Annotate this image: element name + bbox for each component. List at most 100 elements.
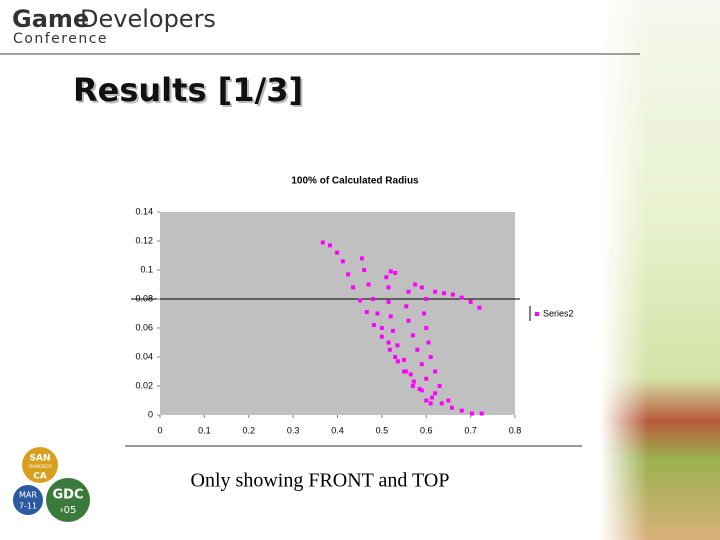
y-tick-label: 0 xyxy=(148,409,153,419)
point xyxy=(371,297,375,301)
point xyxy=(459,408,464,413)
point xyxy=(364,310,369,315)
point xyxy=(351,285,356,290)
point xyxy=(404,304,409,309)
y-tick-label: 0.04 xyxy=(135,351,153,361)
point xyxy=(390,328,395,333)
logo-bold: Game xyxy=(12,5,89,33)
badge-text: 7-11 xyxy=(19,502,37,511)
point xyxy=(393,270,398,275)
badge-circle xyxy=(46,478,90,522)
point xyxy=(386,340,391,345)
point xyxy=(450,292,455,297)
point xyxy=(430,395,435,400)
y-tick-label: 0.14 xyxy=(135,206,153,216)
point xyxy=(362,268,367,272)
point xyxy=(477,305,482,310)
point xyxy=(410,333,415,338)
point xyxy=(408,372,413,377)
point xyxy=(375,311,380,316)
chart-title: 100% of Calculated Radius xyxy=(291,176,419,187)
plot-area xyxy=(160,212,515,415)
point xyxy=(469,411,474,416)
badge-text: FRANCISCO xyxy=(28,464,51,469)
badge-text: CA xyxy=(33,472,47,482)
point xyxy=(479,411,484,416)
legend-label: Series2 xyxy=(543,308,574,318)
point xyxy=(335,250,340,255)
gdc-badge: SAN FRANCISCO CA MAR 7-11 GDC ›05 xyxy=(13,447,90,522)
badge-text: SAN xyxy=(30,454,51,464)
background-photo xyxy=(600,0,720,540)
point xyxy=(386,299,391,304)
point xyxy=(468,299,473,304)
point xyxy=(358,298,363,303)
badge-text: MAR xyxy=(19,491,37,500)
point xyxy=(386,285,391,290)
point xyxy=(449,405,454,410)
point xyxy=(402,357,407,362)
point xyxy=(424,297,429,301)
point xyxy=(359,256,364,261)
x-tick-label: 0.7 xyxy=(464,425,477,435)
badge-circle xyxy=(13,485,43,515)
badge-text: GDC xyxy=(52,488,83,503)
point xyxy=(417,386,422,391)
x-tick-label: 0.4 xyxy=(331,425,344,435)
point xyxy=(437,384,442,388)
point xyxy=(459,295,464,300)
point xyxy=(387,347,392,352)
point xyxy=(419,285,424,290)
point xyxy=(393,355,398,359)
point xyxy=(406,289,411,294)
legend-swatch xyxy=(535,312,539,316)
point xyxy=(410,384,415,388)
y-tick-label: 0.12 xyxy=(135,235,153,245)
point xyxy=(419,388,424,393)
point xyxy=(424,376,429,381)
point xyxy=(433,289,438,294)
logo-rest: Developers xyxy=(80,5,216,33)
point xyxy=(415,347,420,352)
point xyxy=(433,391,438,396)
point xyxy=(411,379,416,384)
title-shadow: Results [1/3] xyxy=(75,73,305,111)
x-tick-label: 0.2 xyxy=(242,425,255,435)
point xyxy=(346,272,351,277)
point xyxy=(384,275,389,280)
point xyxy=(419,362,424,367)
x-tick-label: 0.6 xyxy=(420,425,433,435)
logo-sub: Conference xyxy=(13,31,108,47)
point xyxy=(395,359,400,364)
badge-circle xyxy=(22,447,58,483)
caption: Only showing FRONT and TOP xyxy=(191,470,450,492)
point xyxy=(439,401,444,406)
x-tick-label: 0.8 xyxy=(509,425,522,435)
x-tick-label: 0.3 xyxy=(287,425,300,435)
point xyxy=(395,343,400,348)
point xyxy=(426,340,431,345)
point xyxy=(327,243,332,248)
point xyxy=(388,269,393,274)
point xyxy=(446,398,451,403)
y-tick-label: 0.06 xyxy=(135,322,153,332)
point xyxy=(422,311,427,316)
point xyxy=(402,369,407,374)
x-tick-label: 0.5 xyxy=(376,425,389,435)
point xyxy=(320,240,325,245)
point xyxy=(433,369,438,374)
point xyxy=(424,326,429,330)
point xyxy=(379,334,384,339)
point xyxy=(428,355,433,359)
x-tick-label: 0 xyxy=(157,425,162,435)
y-tick-label: 0.02 xyxy=(135,380,153,390)
slide-title: Results [1/3] xyxy=(73,71,303,109)
point xyxy=(424,398,429,403)
y-tick-label: 0.1 xyxy=(140,264,153,274)
x-tick-label: 0.1 xyxy=(198,425,211,435)
point xyxy=(379,326,384,330)
point xyxy=(413,282,418,287)
badge-text: ›05 xyxy=(60,505,77,516)
